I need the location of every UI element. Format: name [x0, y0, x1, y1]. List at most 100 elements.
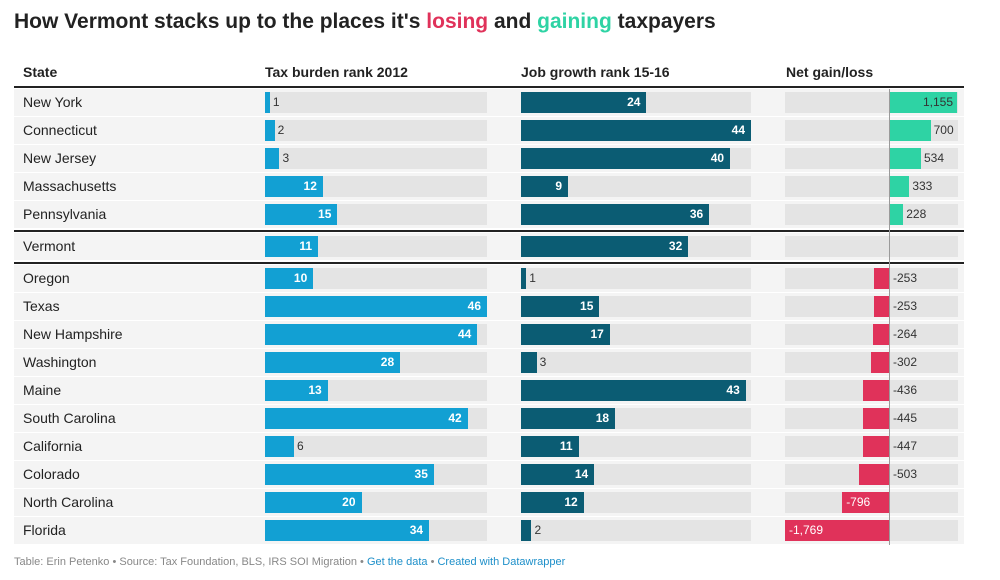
job-bar	[521, 464, 595, 485]
tax-label: 3	[282, 151, 290, 165]
tax-bar	[265, 176, 323, 197]
net-track	[785, 324, 958, 345]
tax-bar	[265, 380, 328, 401]
job-label: 14	[574, 467, 589, 481]
footer: Table: Erin Petenko • Source: Tax Founda…	[14, 556, 565, 568]
job-bar	[521, 296, 600, 317]
job-label: 3	[539, 355, 547, 369]
job-track	[521, 520, 751, 541]
net-loss-bar	[874, 296, 889, 317]
net-loss-bar	[873, 324, 889, 345]
tax-bar	[265, 352, 401, 373]
tax-bar	[265, 464, 434, 485]
title-middle: and	[488, 10, 538, 33]
job-label: 36	[689, 207, 704, 221]
title-suffix: taxpayers	[611, 10, 716, 33]
vermont-rule-bottom	[14, 262, 964, 264]
tax-bar	[265, 520, 430, 541]
job-bar	[521, 492, 584, 513]
job-label: 43	[726, 383, 740, 397]
tax-bar	[265, 296, 487, 317]
tax-label: 11	[299, 239, 313, 253]
job-label: 15	[580, 299, 594, 313]
net-gain-bar	[890, 176, 910, 197]
job-label: 12	[564, 495, 578, 509]
tax-track	[265, 92, 487, 113]
net-track	[785, 236, 958, 257]
job-bar	[521, 92, 647, 113]
net-label: 1,155	[922, 95, 953, 109]
net-loss-bar	[842, 492, 889, 513]
job-bar	[521, 436, 579, 457]
job-label: 40	[710, 151, 725, 165]
job-label: 18	[595, 411, 610, 425]
tax-label: 46	[467, 299, 481, 313]
net-loss-bar	[785, 520, 889, 541]
tax-label: 35	[414, 467, 428, 481]
job-track	[521, 436, 751, 457]
tax-track	[265, 148, 487, 169]
title-prefix: How Vermont stacks up to the places it's	[14, 10, 427, 33]
net-loss-bar	[874, 268, 889, 289]
net-gain-bar	[890, 148, 921, 169]
net-label: -264	[893, 327, 918, 341]
net-loss-bar	[862, 436, 889, 457]
datawrapper-link[interactable]: Created with Datawrapper	[437, 556, 566, 568]
net-label: 534	[923, 151, 944, 165]
header-net: Net gain/loss	[786, 64, 874, 80]
net-label: 333	[912, 179, 933, 193]
job-label: 17	[590, 327, 604, 341]
tax-track	[265, 120, 487, 141]
tax-bar	[265, 492, 362, 513]
tax-bar	[265, 236, 319, 257]
tax-bar	[265, 120, 275, 141]
net-track	[785, 204, 958, 225]
tax-track	[265, 268, 487, 289]
tax-bar	[265, 324, 478, 345]
job-bar	[521, 380, 746, 401]
tax-bar	[265, 92, 270, 113]
get-data-link[interactable]: Get the data	[366, 556, 428, 568]
job-track	[521, 268, 751, 289]
net-label: -253	[893, 299, 918, 313]
state-name: New York	[23, 94, 83, 110]
tax-label: 28	[380, 355, 395, 369]
header-tax: Tax burden rank 2012	[265, 64, 408, 80]
state-name: New Jersey	[23, 150, 97, 166]
job-bar	[521, 204, 710, 225]
net-zero-line	[889, 89, 890, 545]
title-losing: losing	[426, 10, 489, 33]
header-state: State	[23, 64, 58, 80]
net-label: -302	[893, 355, 918, 369]
job-label: 1	[529, 271, 536, 285]
net-gain-bar	[890, 204, 904, 225]
net-loss-bar	[859, 464, 889, 485]
net-track	[785, 296, 958, 317]
tax-label: 2	[277, 123, 285, 137]
tax-label: 1	[272, 95, 280, 109]
tax-track	[265, 436, 487, 457]
state-name: California	[23, 438, 83, 454]
job-bar	[521, 352, 537, 373]
job-label: 2	[534, 523, 542, 537]
net-label: -445	[893, 411, 918, 425]
state-name: North Carolina	[23, 494, 114, 510]
tax-label: 12	[303, 179, 317, 193]
net-loss-bar	[863, 380, 889, 401]
net-label: -447	[893, 439, 918, 453]
net-loss-bar	[862, 408, 889, 429]
state-name: Texas	[23, 298, 60, 314]
state-name: Florida	[23, 522, 66, 538]
net-label: -796	[846, 495, 871, 509]
state-name: Connecticut	[23, 122, 97, 138]
net-label: 700	[933, 123, 954, 137]
job-bar	[521, 120, 751, 141]
job-label: 9	[555, 179, 563, 193]
title-gaining: gaining	[537, 10, 612, 33]
job-bar	[521, 236, 689, 257]
tax-label: 42	[448, 411, 462, 425]
net-label: 228	[906, 207, 927, 221]
net-gain-bar	[890, 92, 957, 113]
footer-dot: •	[427, 556, 438, 568]
net-track	[785, 268, 958, 289]
